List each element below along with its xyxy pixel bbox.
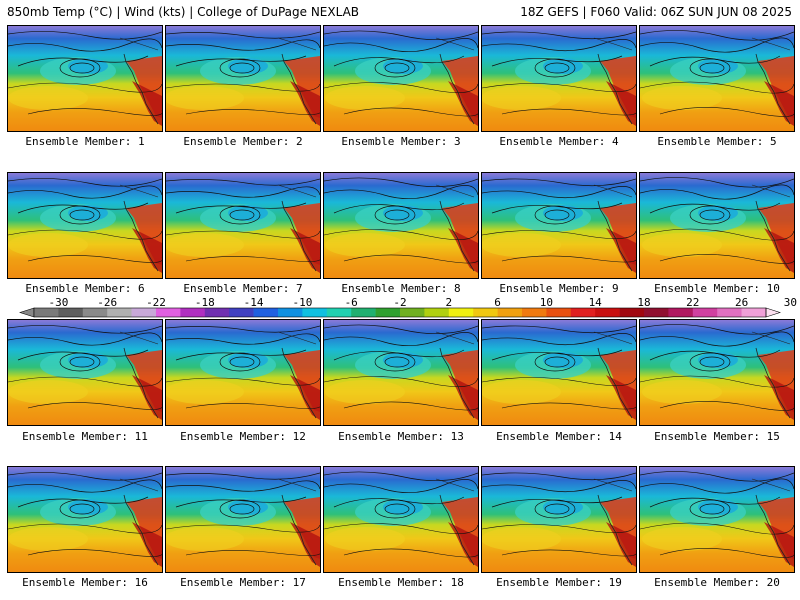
colorbar-tick-label: 10 — [540, 296, 553, 309]
colorbar-swatch — [180, 308, 206, 317]
colorbar-swatch — [546, 308, 572, 317]
colorbar-swatch — [570, 308, 596, 317]
colorbar-swatch — [595, 308, 620, 317]
ensemble-member-label: Ensemble Member: 9 — [499, 282, 619, 295]
ensemble-map-panel — [165, 466, 321, 573]
colorbar-tick-label: -14 — [244, 296, 264, 309]
ensemble-member-label: Ensemble Member: 8 — [341, 282, 461, 295]
ensemble-member-label: Ensemble Member: 19 — [496, 576, 622, 589]
colorbar-tick-label: -30 — [48, 296, 68, 309]
colorbar-swatch — [717, 308, 742, 317]
map-title: 850mb Temp (°C) | Wind (kts) | College o… — [7, 5, 360, 19]
colorbar-swatch — [400, 308, 425, 317]
ensemble-member-label: Ensemble Member: 18 — [338, 576, 464, 589]
colorbar-swatch — [668, 308, 694, 317]
ensemble-member-label: Ensemble Member: 13 — [338, 430, 464, 443]
ensemble-map-panel — [481, 172, 637, 279]
ensemble-map-panel — [323, 25, 479, 132]
ensemble-member-label: Ensemble Member: 2 — [183, 135, 303, 148]
colorbar-tick-label: 6 — [494, 296, 501, 309]
ensemble-member-label: Ensemble Member: 4 — [499, 135, 619, 148]
colorbar-tick-label: -22 — [146, 296, 166, 309]
ensemble-map-panel — [7, 172, 163, 279]
colorbar-tick-label: -18 — [195, 296, 215, 309]
colorbar-tick-label: 14 — [589, 296, 603, 309]
colorbar-tick-label: 22 — [686, 296, 699, 309]
ensemble-map-panel — [639, 172, 795, 279]
colorbar-tick-label: -10 — [292, 296, 312, 309]
ensemble-member-label: Ensemble Member: 6 — [25, 282, 145, 295]
ensemble-member-label: Ensemble Member: 17 — [180, 576, 306, 589]
model-run-info: 18Z GEFS | F060 Valid: 06Z SUN JUN 08 20… — [520, 5, 792, 19]
ensemble-map-panel — [7, 319, 163, 426]
ensemble-map-panel — [639, 25, 795, 132]
ensemble-map-panel — [639, 319, 795, 426]
colorbar-swatch — [644, 308, 669, 317]
ensemble-member-label: Ensemble Member: 15 — [654, 430, 780, 443]
colorbar-swatch — [692, 308, 718, 317]
ensemble-map-panel — [323, 319, 479, 426]
ensemble-map-panel — [7, 466, 163, 573]
colorbar-swatch — [58, 308, 84, 317]
ensemble-member-label: Ensemble Member: 7 — [183, 282, 303, 295]
ensemble-map-panel — [639, 466, 795, 573]
temperature-colorbar: -30-26-22-18-14-10-6-2261014182226303438… — [0, 296, 800, 322]
colorbar-min-arrow — [19, 307, 35, 318]
ensemble-map-panel — [165, 172, 321, 279]
colorbar-swatch — [253, 308, 279, 317]
ensemble-map-panel — [165, 25, 321, 132]
ensemble-member-label: Ensemble Member: 14 — [496, 430, 622, 443]
colorbar-swatch — [326, 308, 352, 317]
colorbar-tick-label: 2 — [445, 296, 452, 309]
colorbar-swatch — [522, 308, 547, 317]
ensemble-map-panel — [481, 319, 637, 426]
colorbar-swatch — [204, 308, 230, 317]
ensemble-member-label: Ensemble Member: 1 — [25, 135, 145, 148]
ensemble-map-panel — [165, 319, 321, 426]
ensemble-member-label: Ensemble Member: 3 — [341, 135, 461, 148]
colorbar-swatch — [34, 308, 59, 317]
colorbar-swatch — [448, 308, 474, 317]
ensemble-member-label: Ensemble Member: 20 — [654, 576, 780, 589]
colorbar-swatch — [619, 308, 645, 317]
colorbar-swatch — [497, 308, 523, 317]
colorbar-tick-label: -2 — [393, 296, 406, 309]
colorbar-swatch — [741, 308, 767, 317]
ensemble-map-panel — [481, 25, 637, 132]
colorbar-swatch — [107, 308, 132, 317]
colorbar-tick-label: 18 — [637, 296, 650, 309]
colorbar-swatch — [473, 308, 498, 317]
ensemble-map-panel — [323, 466, 479, 573]
ensemble-map-panel — [323, 172, 479, 279]
ensemble-member-label: Ensemble Member: 11 — [22, 430, 148, 443]
colorbar-max-arrow — [765, 307, 781, 318]
colorbar-outline — [33, 307, 767, 318]
ensemble-member-label: Ensemble Member: 10 — [654, 282, 780, 295]
colorbar-swatch — [424, 308, 450, 317]
colorbar-swatch — [82, 308, 108, 317]
ensemble-member-label: Ensemble Member: 12 — [180, 430, 306, 443]
colorbar-swatch — [131, 308, 157, 317]
colorbar-tick-label: 26 — [735, 296, 748, 309]
colorbar-swatch — [375, 308, 401, 317]
colorbar-swatch — [351, 308, 376, 317]
colorbar-swatch — [302, 308, 328, 317]
ensemble-map-panel — [481, 466, 637, 573]
ensemble-map-panel — [7, 25, 163, 132]
colorbar-swatch — [278, 308, 303, 317]
colorbar-swatch — [156, 308, 181, 317]
ensemble-member-label: Ensemble Member: 16 — [22, 576, 148, 589]
colorbar-tick-label: 30 — [784, 296, 797, 309]
colorbar-swatch — [229, 308, 254, 317]
ensemble-member-label: Ensemble Member: 5 — [657, 135, 777, 148]
colorbar-tick-label: -26 — [97, 296, 117, 309]
colorbar-tick-label: -6 — [345, 296, 358, 309]
